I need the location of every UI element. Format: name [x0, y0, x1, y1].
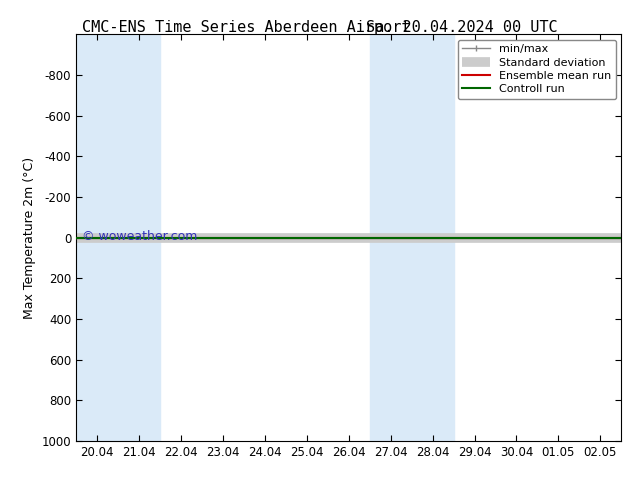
Text: © woweather.com: © woweather.com — [82, 230, 197, 243]
Bar — [411, 34, 453, 441]
Bar — [118, 34, 160, 441]
Bar — [76, 34, 118, 441]
Text: Sa. 20.04.2024 00 UTC: Sa. 20.04.2024 00 UTC — [366, 20, 558, 35]
Text: CMC-ENS Time Series Aberdeen Airport: CMC-ENS Time Series Aberdeen Airport — [82, 20, 411, 35]
Y-axis label: Max Temperature 2m (°C): Max Temperature 2m (°C) — [23, 157, 36, 318]
Bar — [370, 34, 411, 441]
Legend: min/max, Standard deviation, Ensemble mean run, Controll run: min/max, Standard deviation, Ensemble me… — [458, 40, 616, 99]
